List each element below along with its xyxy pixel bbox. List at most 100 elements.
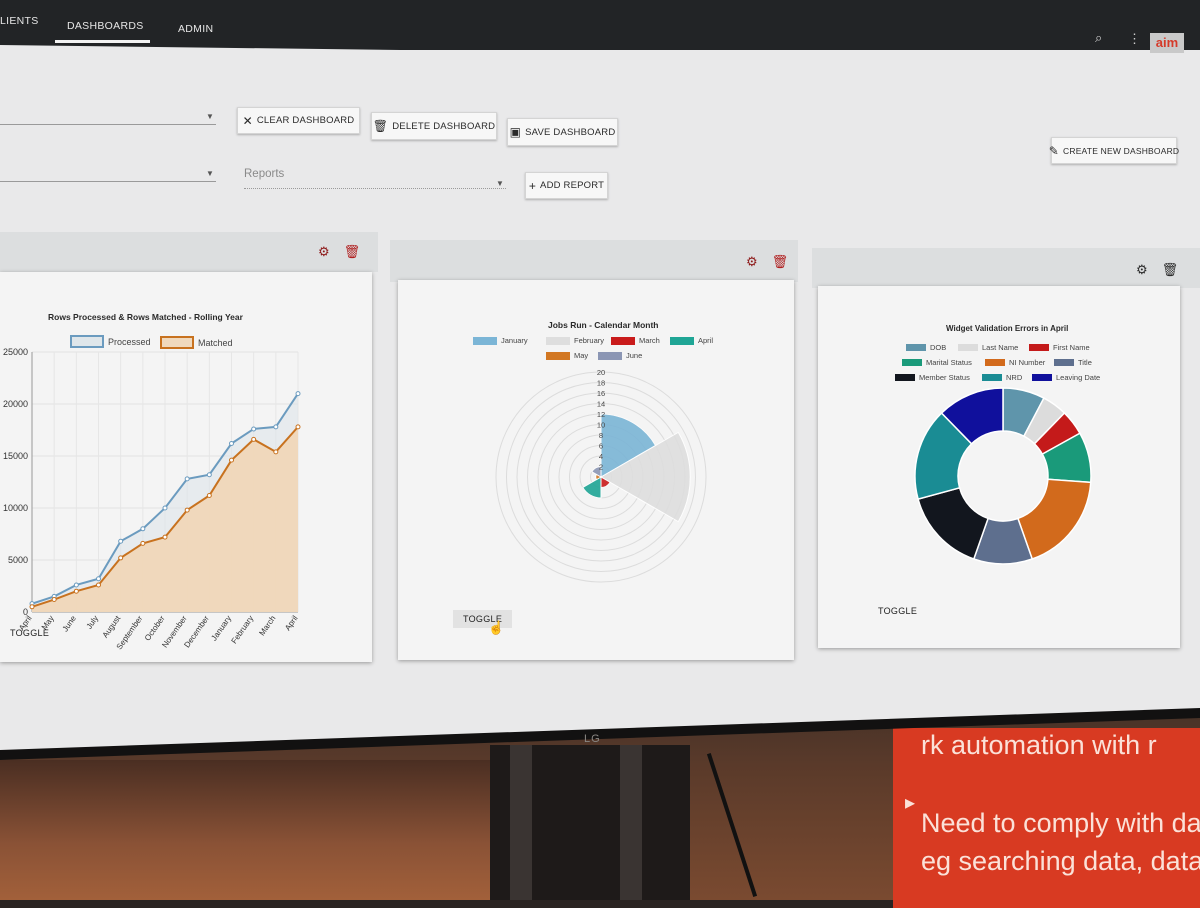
- x-tick-label: October: [143, 614, 167, 643]
- widget-header: [812, 248, 1200, 288]
- data-point: [29, 604, 35, 610]
- x-tick-label: March: [257, 614, 277, 637]
- delete-dashboard-label: DELETE DASHBOARD: [392, 120, 496, 132]
- y-tick-label: 0: [23, 607, 28, 617]
- data-point: [162, 505, 168, 511]
- legend-swatch: [906, 344, 926, 351]
- polar-segment-february: [599, 431, 691, 523]
- chart-title: Rows Processed & Rows Matched - Rolling …: [48, 312, 243, 322]
- data-point: [295, 391, 301, 397]
- trash-icon[interactable]: 🗑: [771, 254, 789, 269]
- legend-label: January: [501, 336, 528, 345]
- widget-tools: ⚙ 🗑: [746, 254, 788, 270]
- floor: [0, 760, 500, 900]
- gear-icon[interactable]: ⚙: [1136, 262, 1148, 277]
- legend-swatch: [160, 336, 194, 349]
- legend-item: Last Name: [958, 343, 1018, 352]
- y-tick-label: 5000: [8, 555, 28, 565]
- legend-label: NRD: [1006, 373, 1023, 382]
- search-icon[interactable]: ⌕: [1095, 30, 1103, 45]
- polar-segment-june: [591, 465, 602, 478]
- legend-swatch: [670, 336, 694, 345]
- data-point: [273, 449, 279, 455]
- doughnut-chart: [914, 387, 1092, 565]
- toggle-button[interactable]: TOGGLE: [10, 628, 50, 638]
- radial-tick-label: 18: [597, 379, 605, 388]
- legend-swatch: [982, 374, 1002, 381]
- widget-tools: ⚙ 🗑: [318, 244, 360, 260]
- dashboard-select[interactable]: [0, 124, 216, 125]
- reports-select[interactable]: [244, 188, 506, 189]
- toggle-button[interactable]: TOGGLE: [453, 610, 513, 628]
- data-point: [206, 493, 212, 499]
- trash-icon[interactable]: 🗑: [1161, 262, 1179, 277]
- series-area-matched: [32, 426, 298, 612]
- close-icon: ✕: [242, 113, 253, 128]
- legend-swatch: [895, 374, 915, 381]
- data-point: [162, 534, 168, 540]
- legend-label: Leaving Date: [1056, 373, 1101, 382]
- gear-icon[interactable]: ⚙: [318, 244, 330, 259]
- reports-label: Reports: [244, 168, 285, 180]
- delete-icon: 🗑: [372, 119, 389, 133]
- legend-item: DOB: [906, 343, 946, 352]
- gear-icon[interactable]: ⚙: [746, 254, 758, 269]
- legend-item: NRD: [982, 373, 1022, 382]
- legend-label: Processed: [108, 336, 151, 347]
- nav-active-indicator: [55, 40, 150, 43]
- legend-item: February: [546, 336, 604, 345]
- trash-icon[interactable]: 🗑: [343, 244, 361, 259]
- create-new-dashboard-button[interactable]: ✎ CREATE NEW DASHBOARD: [1049, 137, 1179, 164]
- widget-tools: ⚙ 🗑: [1136, 262, 1178, 278]
- legend-item: First Name: [1029, 343, 1090, 352]
- widget-card-rows-processed: Rows Processed & Rows Matched - Rolling …: [0, 272, 372, 662]
- legend-label: February: [574, 336, 605, 345]
- save-dashboard-label: SAVE DASHBOARD: [525, 126, 616, 138]
- legend-label: Title: [1078, 358, 1092, 367]
- chart-title: Jobs Run - Calendar Month: [548, 320, 659, 330]
- save-dashboard-button[interactable]: ▣ SAVE DASHBOARD: [507, 118, 618, 146]
- legend-swatch: [611, 336, 635, 345]
- x-tick-label: June: [61, 614, 79, 634]
- data-point: [229, 457, 234, 463]
- nav-dashboards[interactable]: DASHBOARDS: [67, 20, 144, 32]
- legend-swatch: [958, 344, 978, 351]
- legend-item: May: [546, 351, 588, 360]
- widget-card-validation-errors: Widget Validation Errors in April DOB Las…: [818, 286, 1180, 648]
- add-report-button[interactable]: + ADD REPORT: [525, 172, 608, 199]
- legend-item: April: [670, 336, 713, 345]
- slide-line-3: eg searching data, data: [921, 846, 1200, 876]
- widget-header: [390, 240, 798, 282]
- doughnut-slice-leaving-date: [940, 387, 1004, 445]
- top-nav-bar: [0, 0, 1200, 50]
- data-point: [184, 476, 190, 482]
- doughnut-slice-ni-number: [1016, 478, 1092, 560]
- legend-swatch: [546, 336, 570, 345]
- data-point: [118, 555, 124, 561]
- radial-tick-label: 4: [599, 452, 603, 461]
- legend-item: Marital Status: [902, 358, 972, 367]
- legend-swatch: [473, 336, 497, 345]
- radial-tick-label: 6: [599, 442, 603, 451]
- nav-admin[interactable]: ADMIN: [178, 23, 214, 35]
- radial-tick-label: 12: [597, 410, 605, 419]
- radial-tick-label: 20: [597, 368, 605, 377]
- toggle-button[interactable]: TOGGLE: [878, 606, 918, 616]
- legend-swatch: [598, 351, 622, 360]
- chart-title: Widget Validation Errors in April: [946, 324, 1069, 333]
- radial-gridline: [506, 382, 696, 572]
- nav-clients[interactable]: LIENTS: [0, 15, 39, 27]
- data-point: [96, 576, 101, 582]
- category-select[interactable]: [0, 181, 216, 182]
- more-vert-icon[interactable]: ⋮: [1128, 31, 1141, 46]
- legend-item: NI Number: [985, 358, 1045, 367]
- y-tick-label: 25000: [3, 347, 28, 357]
- legend-label: DOB: [930, 343, 947, 352]
- plus-icon: +: [528, 178, 537, 193]
- delete-dashboard-button[interactable]: 🗑 DELETE DASHBOARD: [371, 112, 497, 140]
- clear-dashboard-button[interactable]: ✕ CLEAR DASHBOARD: [237, 107, 360, 134]
- legend-label: April: [698, 336, 714, 345]
- data-point: [251, 426, 257, 432]
- radial-tick-label: 16: [597, 389, 605, 398]
